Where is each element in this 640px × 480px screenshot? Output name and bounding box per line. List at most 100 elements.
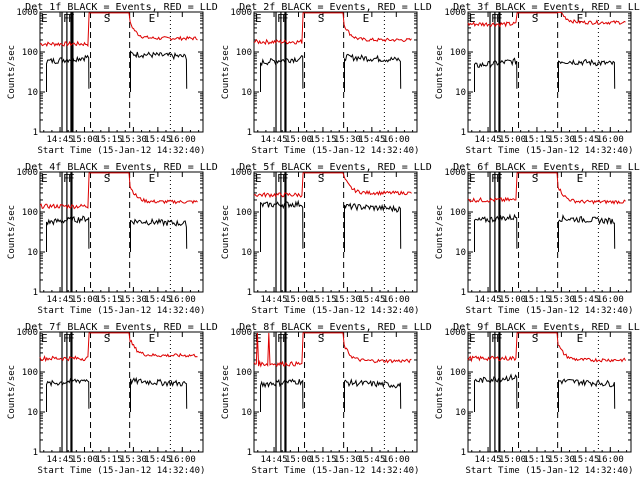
x-tick-label: 15:30 — [548, 295, 575, 305]
events-series-line — [558, 58, 616, 92]
segment-marker: S — [532, 332, 539, 345]
x-axis-label: Start Time (15-Jan-12 14:32:40) — [252, 466, 420, 476]
y-tick-label: 100 — [236, 208, 252, 218]
x-tick-label: 15:45 — [144, 135, 171, 145]
events-series-line — [46, 378, 90, 412]
y-tick-label: 100 — [236, 368, 252, 378]
events-series-line — [474, 373, 518, 412]
x-tick-label: 15:15 — [309, 135, 336, 145]
y-tick-label: 1 — [461, 128, 466, 138]
segment-marker: F — [491, 12, 498, 25]
x-tick-label: 14:45 — [475, 135, 502, 145]
x-tick-label: 15:30 — [548, 455, 575, 465]
lld-series-line — [467, 332, 626, 363]
y-tick-label: 10 — [455, 88, 466, 98]
x-axis-label: Start Time (15-Jan-12 14:32:40) — [466, 306, 634, 316]
y-tick-label: 10 — [27, 88, 38, 98]
segment-marker: S — [318, 12, 325, 25]
x-tick-label: 16:00 — [383, 295, 410, 305]
panel-1: Det 1f BLACK = Events, RED = LLD 1 10 100 10… — [7, 2, 218, 156]
x-tick-label: 14:45 — [261, 295, 288, 305]
x-tick-label: 15:45 — [358, 135, 385, 145]
x-axis-label: Start Time (15-Jan-12 14:32:40) — [466, 466, 634, 476]
lld-series-line — [39, 12, 198, 48]
x-axis-label: Start Time (15-Jan-12 14:32:40) — [252, 146, 420, 156]
y-tick-label: 1000 — [230, 168, 252, 178]
y-tick-label: 1 — [33, 288, 38, 298]
x-tick-label: 15:15 — [309, 295, 336, 305]
x-tick-label: 15:15 — [95, 455, 122, 465]
x-tick-label: 15:30 — [120, 295, 147, 305]
x-tick-label: 15:45 — [572, 295, 599, 305]
x-tick-label: 15:45 — [572, 455, 599, 465]
x-tick-label: 15:30 — [334, 455, 361, 465]
y-tick-label: 1 — [33, 448, 38, 458]
panel-title: Det 4f BLACK = Events, RED = LLD — [25, 162, 218, 173]
panel-7: Det 7f BLACK = Events, RED = LLD 1 10 100 10… — [7, 322, 218, 476]
segment-marker: E — [41, 12, 48, 25]
y-tick-label: 100 — [22, 368, 38, 378]
lld-series-line — [253, 12, 412, 46]
events-series-line — [46, 215, 90, 252]
segment-marker: F — [282, 332, 289, 345]
events-series-line — [46, 54, 90, 92]
plot-frame — [467, 171, 632, 293]
segment-marker: E — [577, 12, 584, 25]
panel-5: Det 5f BLACK = Events, RED = LLD 1 10 100 10… — [221, 162, 432, 316]
plot-frame — [39, 11, 204, 133]
segment-marker: S — [532, 12, 539, 25]
events-series-line — [474, 57, 518, 92]
events-series-line — [130, 217, 188, 252]
x-axis-label: Start Time (15-Jan-12 14:32:40) — [38, 146, 206, 156]
x-tick-label: 16:00 — [383, 455, 410, 465]
segment-marker: F — [496, 12, 503, 25]
panel-3: Det 3f BLACK = Events, RED = LLD 1 10 100 10… — [435, 2, 640, 156]
y-tick-label: 1000 — [444, 328, 466, 338]
y-tick-label: 1000 — [444, 8, 466, 18]
segment-marker: F — [496, 172, 503, 185]
plot-frame — [39, 331, 204, 453]
y-tick-label: 100 — [450, 368, 466, 378]
segment-marker: E — [255, 12, 262, 25]
x-tick-label: 16:00 — [597, 295, 624, 305]
y-tick-label: 100 — [450, 48, 466, 58]
x-tick-label: 16:00 — [169, 455, 196, 465]
y-axis-label: Counts/sec — [221, 205, 231, 259]
x-tick-label: 16:00 — [169, 135, 196, 145]
y-tick-label: 1 — [461, 288, 466, 298]
segment-marker: F — [282, 172, 289, 185]
events-series-line — [130, 376, 188, 412]
events-series-line — [344, 53, 402, 92]
segment-marker: S — [104, 172, 111, 185]
x-tick-label: 14:45 — [47, 135, 74, 145]
events-series-line — [344, 378, 402, 412]
x-tick-label: 15:00 — [499, 135, 526, 145]
segment-marker: E — [577, 332, 584, 345]
segment-marker: E — [41, 172, 48, 185]
x-tick-label: 15:45 — [358, 295, 385, 305]
panel-title: Det 8f BLACK = Events, RED = LLD — [239, 322, 432, 333]
panel-6: Det 6f BLACK = Events, RED = LLD 1 10 100 10… — [435, 162, 640, 316]
lld-series-line — [39, 332, 198, 363]
segment-marker: S — [318, 172, 325, 185]
x-tick-label: 15:15 — [523, 455, 550, 465]
panel-title: Det 5f BLACK = Events, RED = LLD — [239, 162, 432, 173]
plot-frame — [39, 171, 204, 293]
x-axis-label: Start Time (15-Jan-12 14:32:40) — [38, 466, 206, 476]
y-tick-label: 1 — [247, 288, 252, 298]
y-tick-label: 10 — [455, 248, 466, 258]
x-tick-label: 15:45 — [144, 455, 171, 465]
segment-marker: E — [577, 172, 584, 185]
y-tick-label: 100 — [450, 208, 466, 218]
x-axis-label: Start Time (15-Jan-12 14:32:40) — [38, 306, 206, 316]
y-tick-label: 1 — [33, 128, 38, 138]
x-tick-label: 15:15 — [523, 135, 550, 145]
x-tick-label: 15:00 — [71, 455, 98, 465]
y-tick-label: 100 — [22, 48, 38, 58]
x-tick-label: 15:00 — [71, 295, 98, 305]
segment-marker: E — [469, 12, 476, 25]
y-tick-label: 10 — [241, 408, 252, 418]
y-tick-label: 1000 — [16, 168, 38, 178]
plot-frame — [253, 171, 418, 293]
panel-title: Det 1f BLACK = Events, RED = LLD — [25, 2, 218, 13]
